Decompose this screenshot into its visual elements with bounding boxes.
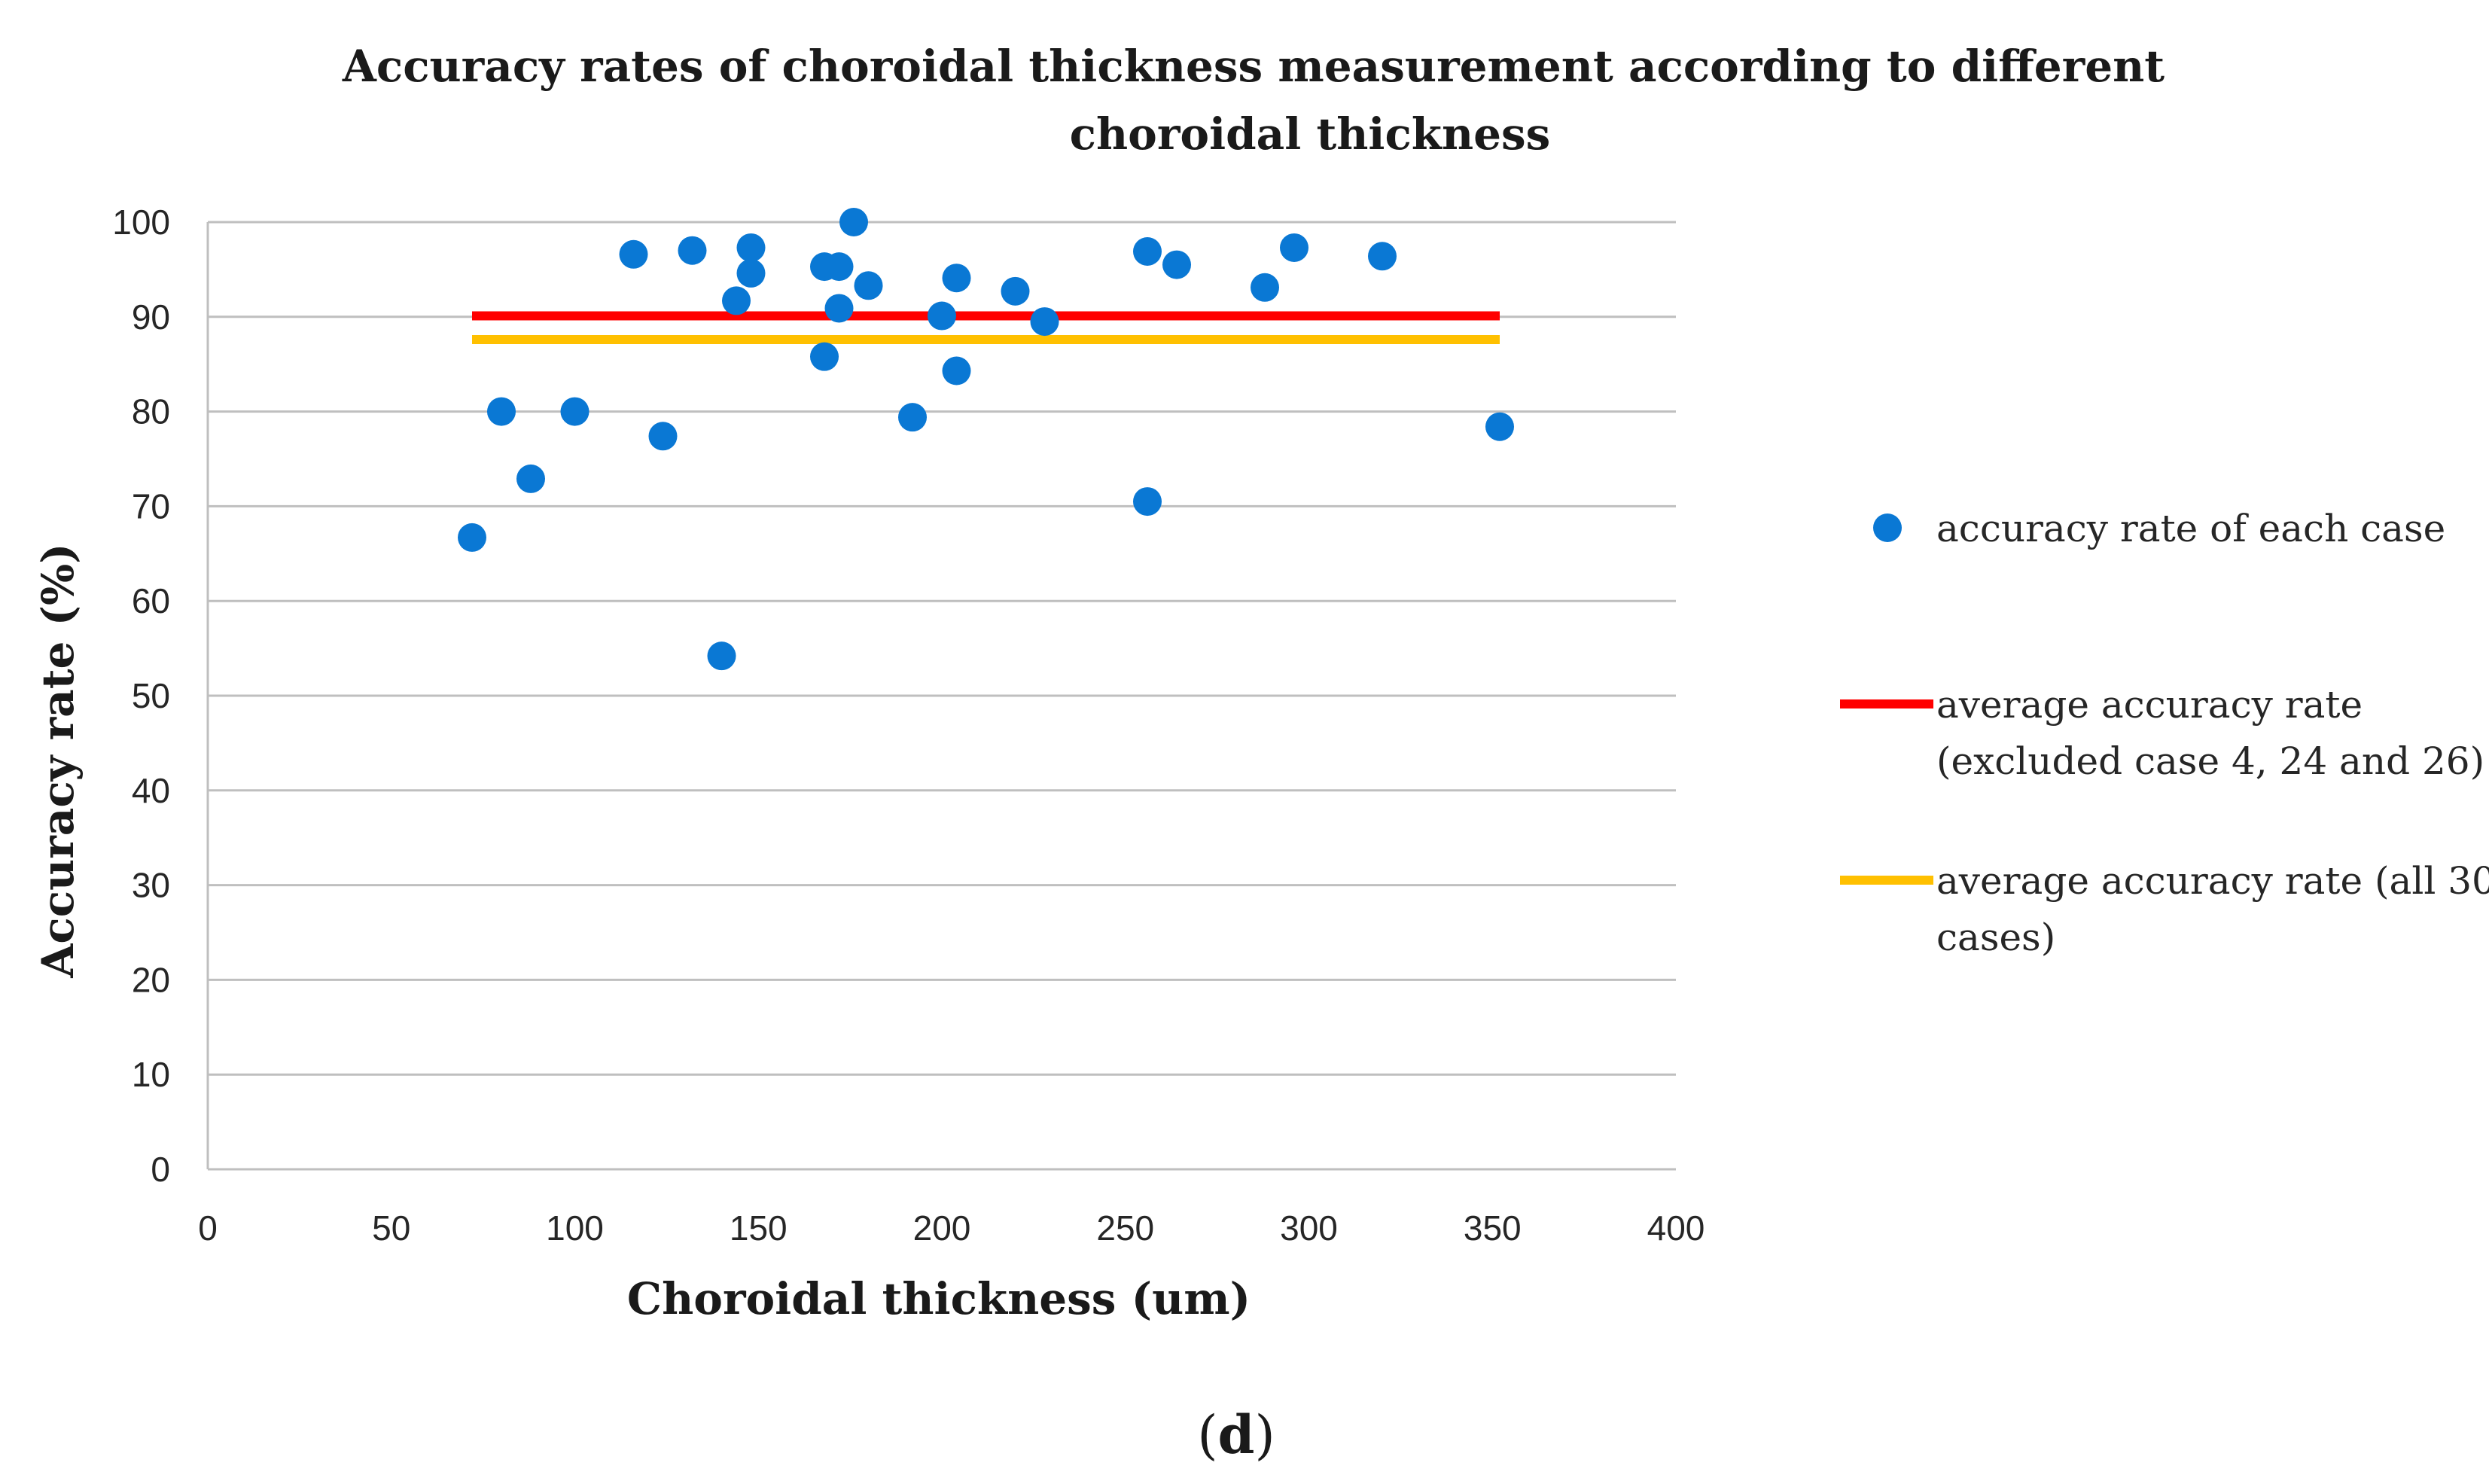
panel-label-open: (: [1197, 1404, 1217, 1466]
data-point: [1001, 276, 1030, 306]
y-tick-labels: 0 10 20 30 40 50 60 70 80 90 100: [112, 203, 170, 1189]
y-tick-label: 10: [132, 1055, 170, 1094]
data-point: [1251, 273, 1279, 302]
y-axis-title: Accuracy rate (%): [32, 543, 84, 978]
legend-label-points: accuracy rate of each case: [1936, 507, 2445, 550]
x-tick-labels: 0 50 100 150 200 250 300 350 400: [198, 1208, 1705, 1248]
y-tick-label: 70: [132, 486, 170, 526]
data-point: [487, 397, 516, 426]
chart-title: Accuracy rates of choroidal thickness me…: [342, 41, 2165, 160]
data-point: [928, 301, 956, 331]
x-tick-label: 200: [913, 1208, 971, 1248]
data-point: [619, 239, 648, 269]
data-point: [1368, 242, 1397, 271]
data-point: [942, 356, 971, 385]
data-point: [824, 252, 854, 282]
legend-label-avg-all-line-2: cases): [1936, 916, 2055, 959]
data-point: [898, 403, 927, 432]
x-tick-label: 0: [198, 1208, 218, 1248]
data-point: [736, 258, 766, 288]
x-tick-label: 150: [730, 1208, 788, 1248]
legend: accuracy rate of each case average accur…: [1840, 507, 2489, 959]
data-point: [707, 641, 736, 671]
legend-label-avg-excluded-line-2: (excluded case 4, 24 and 26): [1936, 739, 2484, 783]
data-point: [1280, 233, 1308, 262]
data-point: [516, 464, 545, 493]
data-point: [1133, 487, 1162, 517]
data-point: [648, 422, 678, 451]
data-point: [736, 233, 766, 262]
y-tick-label: 40: [132, 771, 170, 810]
data-point: [1133, 236, 1162, 266]
data-point: [1030, 307, 1059, 337]
legend-label-avg-all-line-1: average accuracy rate (all 30: [1936, 859, 2489, 903]
panel-label: (d): [1197, 1403, 1275, 1466]
data-point: [942, 264, 971, 293]
y-tick-label: 30: [132, 866, 170, 905]
y-tick-label: 80: [132, 392, 170, 431]
legend-marker-points: [1873, 513, 1902, 542]
data-point: [824, 294, 854, 323]
panel-label-close: ): [1254, 1404, 1275, 1466]
x-tick-label: 100: [546, 1208, 604, 1248]
chart-title-line-1: Accuracy rates of choroidal thickness me…: [342, 41, 2165, 92]
y-tick-label: 50: [132, 676, 170, 715]
y-tick-label: 60: [132, 581, 170, 620]
axes: [206, 222, 1676, 1171]
y-tick-label: 100: [112, 203, 170, 242]
y-gridlines: [208, 221, 1676, 1076]
x-axis-title: Choroidal thickness (um): [627, 1273, 1251, 1324]
x-tick-label: 400: [1647, 1208, 1705, 1248]
y-tick-label: 90: [132, 297, 170, 337]
data-point: [722, 286, 751, 315]
data-point: [1162, 250, 1191, 279]
x-tick-label: 350: [1464, 1208, 1522, 1248]
data-point: [1485, 412, 1514, 441]
data-point: [678, 236, 707, 265]
data-point: [854, 271, 883, 300]
legend-label-avg-excluded-line-1: average accuracy rate: [1936, 683, 2363, 727]
data-point: [839, 208, 868, 236]
data-points: [458, 208, 1514, 671]
data-point: [560, 397, 590, 426]
average-lines: [472, 311, 1500, 344]
x-tick-label: 300: [1280, 1208, 1338, 1248]
x-tick-label: 50: [372, 1208, 410, 1248]
x-tick-label: 250: [1096, 1208, 1154, 1248]
y-tick-label: 0: [151, 1150, 170, 1189]
data-point: [810, 342, 839, 371]
panel-label-letter: d: [1218, 1403, 1255, 1466]
chart-title-line-2: choroidal thickness: [1070, 108, 1551, 160]
data-point: [458, 523, 486, 552]
y-tick-label: 20: [132, 960, 170, 999]
